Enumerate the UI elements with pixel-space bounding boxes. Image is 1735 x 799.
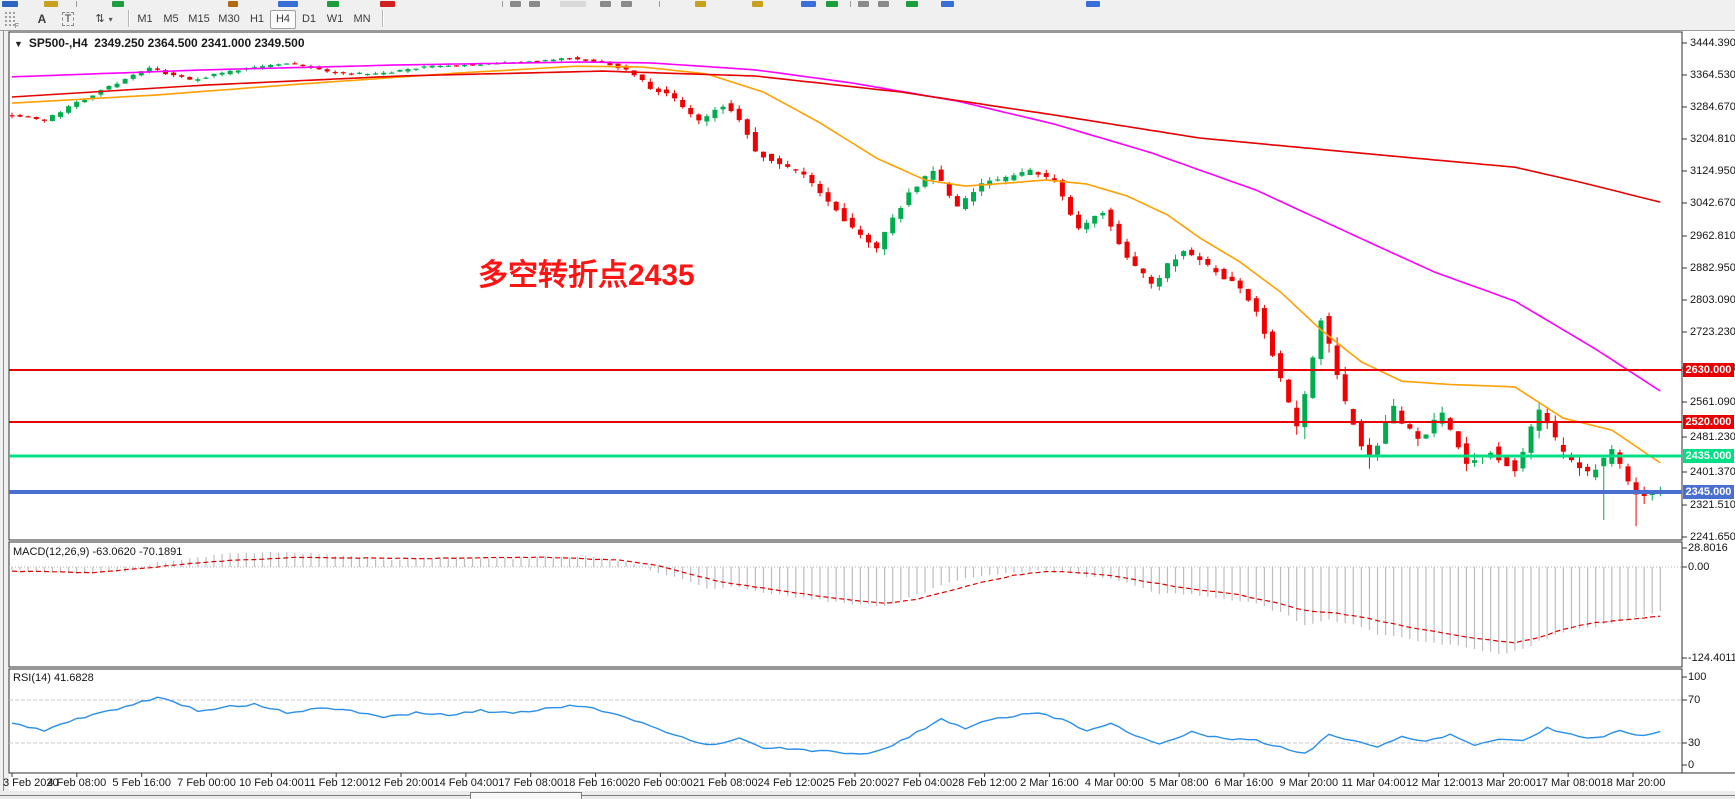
toolbar-icon-clipped[interactable] — [529, 1, 540, 7]
toolbar-icon-clipped[interactable] — [621, 1, 632, 7]
timeframe-button-H4[interactable]: H4 — [270, 10, 296, 29]
slow-ma-line — [11, 70, 1661, 203]
cursor-arrows-icon: ⇅ — [95, 13, 105, 25]
timeframe-button-D1[interactable]: D1 — [301, 13, 317, 25]
timeframe-button-M5[interactable]: M5 — [163, 13, 179, 25]
timeframe-button-M30[interactable]: M30 — [218, 13, 240, 25]
toolbar-icon-clipped[interactable] — [380, 1, 395, 7]
toolbar-icon-clipped[interactable] — [801, 1, 816, 7]
toolbar-icon-clipped[interactable] — [659, 1, 660, 7]
toolbar-separator — [128, 10, 130, 27]
toolbar-icon-clipped[interactable] — [695, 1, 706, 7]
toolbar-icon-clipped[interactable] — [560, 1, 586, 7]
toolbar-icon-clipped[interactable] — [850, 1, 851, 7]
toolbar-icon-clipped[interactable] — [941, 1, 954, 7]
toolbar-icon-clipped[interactable] — [858, 1, 869, 7]
timeframe-button-M15[interactable]: M15 — [188, 13, 210, 25]
text-box-tool-button[interactable]: T — [56, 10, 80, 29]
timeframe-button-W1[interactable]: W1 — [326, 13, 344, 25]
price-chart-panel[interactable] — [8, 31, 1683, 541]
timeframe-button-M1[interactable]: M1 — [137, 13, 153, 25]
chevron-down-icon: ▾ — [108, 15, 113, 24]
timeframe-button-MN[interactable]: MN — [353, 13, 371, 25]
toolbar-icon-clipped[interactable] — [878, 1, 889, 7]
fast-ma-line — [11, 65, 1661, 464]
charts-toolbar: F A T ⇅ ▾ M1 M5 M15 M30 H1 H4 D1 W1 MN — [0, 8, 1735, 31]
macd-panel[interactable] — [8, 541, 1683, 668]
timeframe-button-H1[interactable]: H1 — [249, 13, 265, 25]
rsi-panel[interactable] — [8, 668, 1683, 774]
toolbar-icon-clipped[interactable] — [826, 1, 838, 7]
toolbar-icon-clipped[interactable] — [278, 1, 298, 7]
macd-signal-line — [11, 556, 1661, 644]
candles-layer — [10, 55, 1663, 527]
rsi-line — [11, 696, 1661, 755]
toolbar-icon-clipped[interactable] — [1086, 1, 1100, 7]
toolbar-drag-handle-icon[interactable]: F — [4, 11, 19, 30]
toolbar-icon-clipped[interactable] — [44, 1, 58, 7]
toolbar-separator — [382, 10, 384, 27]
toolbar-icon-clipped[interactable] — [906, 1, 918, 7]
toolbar-icon-clipped[interactable] — [510, 1, 521, 7]
toolbar-icon-clipped[interactable] — [228, 1, 238, 7]
toolbar-icon-clipped[interactable] — [76, 1, 77, 7]
text-label-tool-button[interactable]: A — [37, 12, 47, 26]
toolbar-icon-clipped[interactable] — [752, 1, 763, 7]
mid-ma-line — [11, 61, 1661, 392]
toolbar-icon-clipped[interactable] — [600, 1, 611, 7]
toolbar-icon-clipped[interactable] — [327, 1, 339, 7]
bottom-window-edge — [0, 791, 1735, 799]
toolbar-icon-clipped[interactable] — [112, 1, 124, 7]
cursor-arrows-tool-button[interactable]: ⇅ ▾ — [84, 10, 124, 29]
toolbar-icon-clipped[interactable] — [502, 1, 503, 7]
bottom-scroll-box[interactable] — [470, 792, 582, 799]
toolbar-icon-clipped[interactable] — [2, 1, 18, 7]
